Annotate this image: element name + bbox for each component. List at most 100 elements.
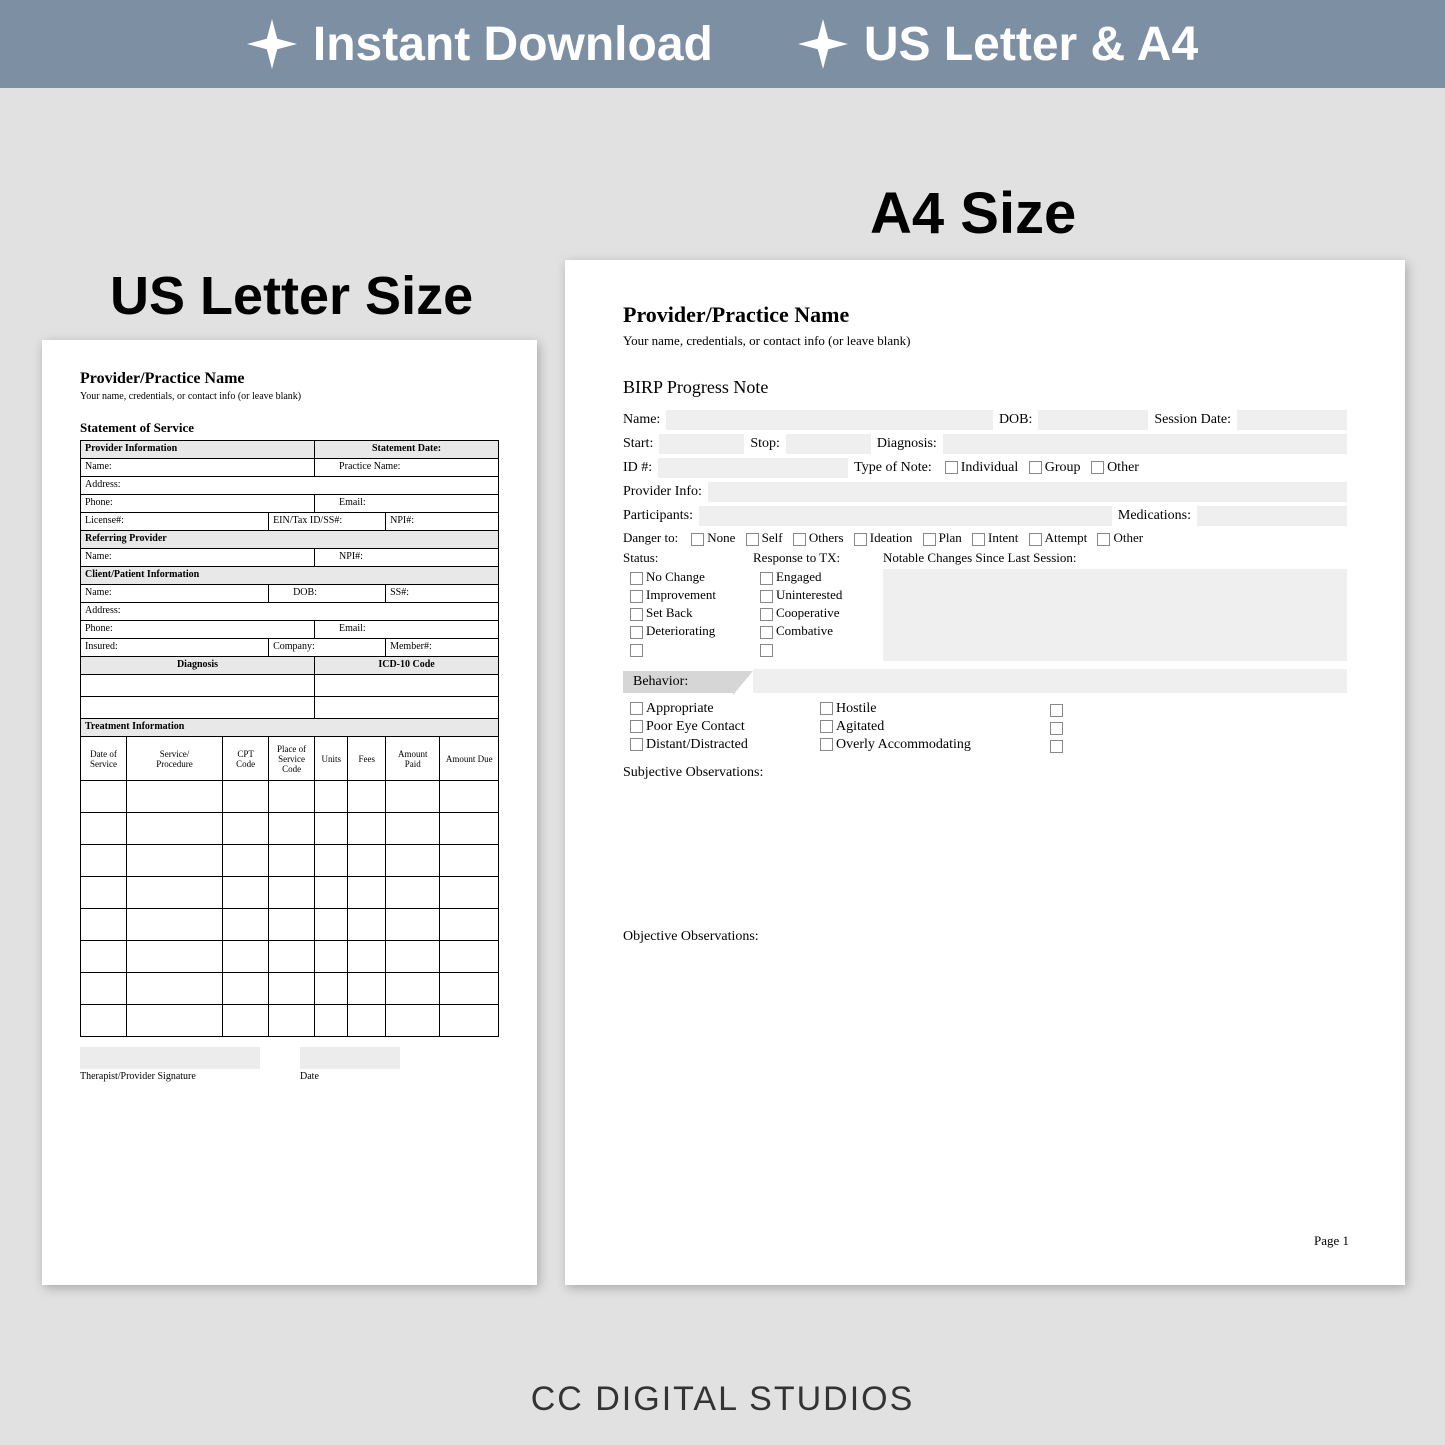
head-notable: Notable Changes Since Last Session: [883,550,1347,566]
cb-label: Appropriate [646,701,714,716]
subj-obs-area [623,781,1347,921]
lbl-c-address: Address: [81,603,499,621]
lbl-phone: Phone: [81,495,315,513]
field-id [658,458,848,478]
behavior-tab-rest [753,669,1347,693]
checkbox-icon [760,572,773,585]
behavior-col-1: AppropriatePoor Eye ContactDistant/Distr… [623,701,813,757]
cb-label: Self [762,530,783,545]
field-diag [943,434,1347,454]
checkbox-icon [630,702,643,715]
checkbox-icon [820,702,833,715]
checkbox-icon [923,533,936,546]
note-types: Individual Group Other [938,460,1139,476]
checkbox-icon [630,720,643,733]
f-prov: Provider Info: [623,484,702,500]
f-id: ID #: [623,460,652,476]
checkbox-icon [1091,461,1104,474]
a4-page: Provider/Practice Name Your name, creden… [565,260,1405,1285]
checkbox-icon [746,533,759,546]
banner-text-2: US Letter & A4 [864,17,1198,72]
cb-label: Improvement [646,587,716,602]
checkbox-icon [972,533,985,546]
field-med [1197,506,1347,526]
cb-label: Attempt [1045,530,1088,545]
checkbox-icon [1029,533,1042,546]
hdr-client: Client/Patient Information [85,569,199,580]
banner-item-sizes: US Letter & A4 [798,17,1198,72]
f-part: Participants: [623,508,693,524]
date-field [300,1047,400,1069]
banner-item-download: Instant Download [247,17,713,72]
f-diag: Diagnosis: [877,436,937,452]
checkbox-icon [1050,704,1063,717]
f-name: Name: [623,412,660,428]
lbl-company: Company: [269,639,386,657]
response-list: EngagedUninterestedCooperativeCombative [753,569,883,657]
col-date: Date of Service [81,737,127,781]
checkbox-icon [760,608,773,621]
field-start [659,434,744,454]
label-a4: A4 Size [870,180,1076,247]
lbl-ref-name: Name: [81,549,315,567]
behavior-col-2: HostileAgitatedOverly Accommodating [813,701,1043,757]
cb-label: Combative [776,623,833,638]
top-banner: Instant Download US Letter & A4 [0,0,1445,88]
cb-label: Poor Eye Contact [646,719,745,734]
col-units: Units [315,737,348,781]
hdr-referring: Referring Provider [85,533,167,544]
checkbox-icon [1097,533,1110,546]
cb-label: Group [1045,460,1081,475]
hdr-diagnosis: Diagnosis [81,657,315,675]
checkbox-icon [630,626,643,639]
field-sdate [1237,410,1347,430]
cb-label: Individual [961,460,1019,475]
checkbox-icon [1050,740,1063,753]
signature-row: Therapist/Provider Signature Date [80,1047,499,1082]
lbl-name: Name: [85,461,112,472]
lbl-ein: EIN/Tax ID/SS#: [269,513,386,531]
checkbox-icon [630,572,643,585]
cb-label: Other [1107,460,1139,475]
lbl-practice: Practice Name: [339,461,400,472]
cb-label: Plan [939,530,962,545]
checkbox-icon [1029,461,1042,474]
checkbox-icon [760,590,773,603]
lbl-address: Address: [81,477,499,495]
checkbox-icon [630,644,643,657]
sig-label: Therapist/Provider Signature [80,1071,260,1082]
field-stop [786,434,871,454]
subj-obs-label: Subjective Observations: [623,765,1347,781]
f-stop: Stop: [750,436,780,452]
checkbox-icon [630,590,643,603]
sig-field [80,1047,260,1069]
behavior-tab: Behavior: [623,671,733,693]
field-name [666,410,993,430]
checkbox-icon [760,644,773,657]
field-prov [708,482,1347,502]
col-due: Amount Due [440,737,499,781]
lbl-dob: DOB: [293,587,317,598]
cb-label: Agitated [836,719,884,734]
lbl-license: License#: [81,513,269,531]
lbl-npi: NPI#: [386,513,499,531]
checkbox-icon [1050,722,1063,735]
footer-brand: CC DIGITAL STUDIOS [0,1380,1445,1419]
f-type: Type of Note: [854,460,932,476]
section-statement: Statement of Service [80,420,499,436]
cb-label: Hostile [836,701,876,716]
col-cpt: CPT Code [223,737,269,781]
banner-text-1: Instant Download [313,17,713,72]
cb-label: Other [1113,530,1143,545]
sparkle-icon [798,19,848,69]
checkbox-icon [691,533,704,546]
lbl-email: Email: [339,497,366,508]
lbl-insured: Insured: [81,639,269,657]
hdr-provider: Provider Information [85,443,177,454]
page-subtitle: Your name, credentials, or contact info … [80,391,499,402]
head-response: Response to TX: [753,550,883,566]
lbl-ss: SS#: [386,585,499,603]
section-birp: BIRP Progress Note [623,377,1347,398]
statement-table: Provider InformationStatement Date: Name… [80,440,499,1037]
col-paid: Amount Paid [386,737,440,781]
